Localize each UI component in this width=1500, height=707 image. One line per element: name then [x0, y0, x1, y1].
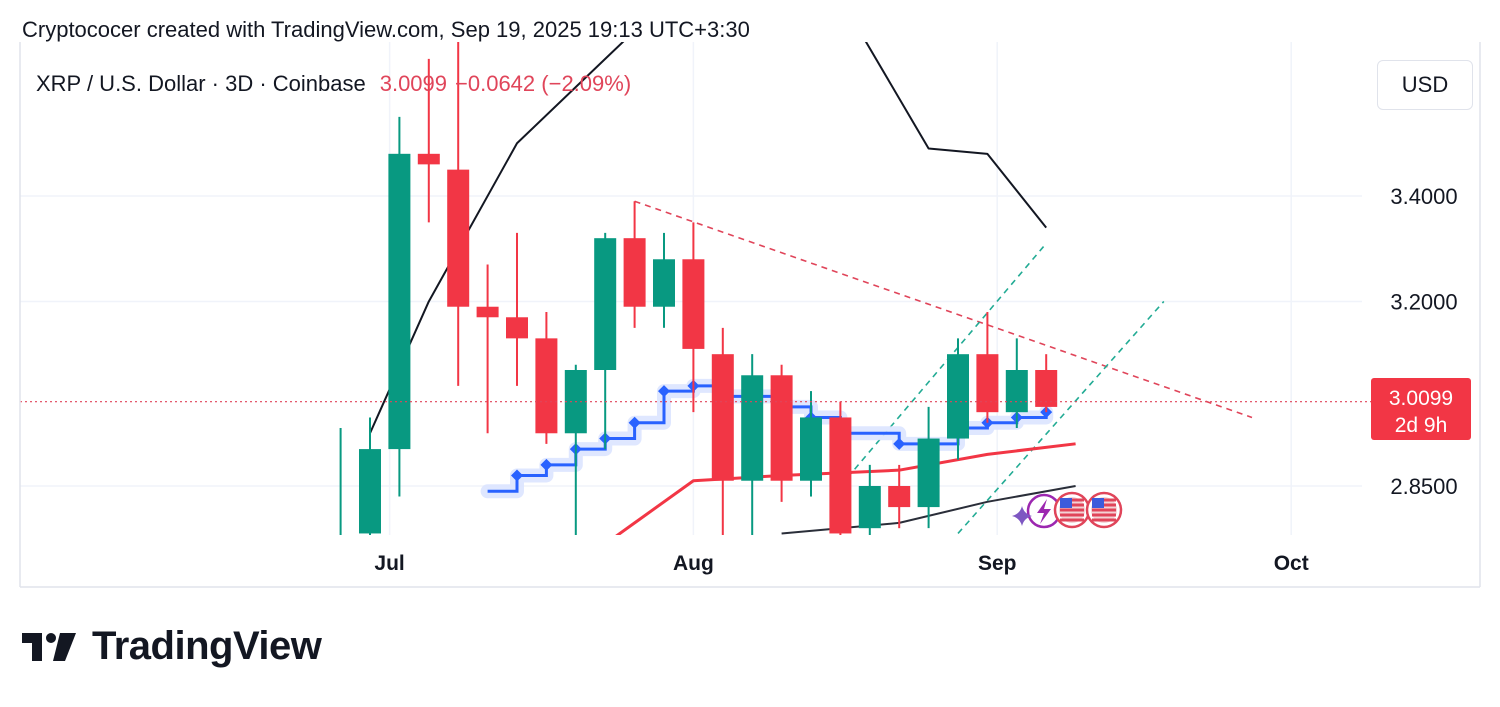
- candle[interactable]: [653, 232, 675, 328]
- event-icons: [1012, 491, 1123, 529]
- currency-button[interactable]: USD: [1377, 60, 1473, 110]
- trendline[interactable]: [957, 300, 1165, 534]
- candle-body: [417, 153, 440, 165]
- candle[interactable]: [330, 428, 352, 618]
- price-tag-price: 3.0099: [1389, 387, 1453, 410]
- tick-labels: 3.4000 3.2000 2.8500 Jul Aug Sep Oct: [374, 184, 1457, 575]
- sparkle-icon: [1012, 506, 1032, 526]
- candle-body: [623, 238, 646, 307]
- trendlines: [634, 200, 1253, 534]
- candle[interactable]: [447, 6, 470, 386]
- symbol-price: 3.0099: [379, 71, 448, 96]
- candle[interactable]: [682, 222, 705, 413]
- candle[interactable]: [476, 264, 499, 434]
- trendline[interactable]: [839, 242, 1047, 487]
- candle[interactable]: [417, 58, 440, 223]
- candle-body: [711, 354, 734, 481]
- candle-body: [770, 375, 793, 481]
- candle-body: [976, 354, 999, 413]
- candle[interactable]: [741, 354, 764, 549]
- indicator-marker: [540, 458, 553, 471]
- x-tick-label: Aug: [673, 552, 714, 575]
- tradingview-logo[interactable]: TradingView: [22, 624, 322, 669]
- x-tick-label: Oct: [1274, 552, 1309, 575]
- candle-body: [741, 375, 764, 481]
- candle-body: [535, 338, 558, 434]
- axes: [19, 42, 1481, 588]
- brand-name: TradingView: [92, 624, 322, 668]
- candle-body: [447, 169, 470, 307]
- tradingview-logo-icon: [22, 632, 76, 661]
- x-tick-label: Jul: [374, 552, 404, 575]
- candle-body: [858, 486, 881, 529]
- price-tag-countdown: 2d 9h: [1395, 414, 1448, 437]
- candle[interactable]: [800, 391, 822, 497]
- candle-body: [888, 486, 911, 508]
- candle[interactable]: [623, 201, 646, 328]
- candle[interactable]: [917, 406, 940, 529]
- price-tag-bg: [1371, 378, 1471, 440]
- indicator-marker: [658, 385, 670, 398]
- candle[interactable]: [947, 338, 969, 460]
- candle-body: [330, 539, 352, 541]
- indicator-marker: [893, 437, 906, 450]
- us-flag-event-icon[interactable]: [1085, 491, 1123, 529]
- candle-body: [682, 259, 705, 349]
- us-flag-event-icon[interactable]: [1053, 491, 1091, 529]
- indicator-marker: [511, 469, 523, 482]
- candle-body: [506, 317, 528, 339]
- symbol-legend[interactable]: XRP / U.S. Dollar · 3D · Coinbase 3.0099−…: [36, 71, 631, 97]
- y-tick-label: 3.4000: [1390, 184, 1457, 209]
- candle[interactable]: [1035, 354, 1058, 413]
- x-tick-label: Sep: [978, 552, 1017, 575]
- indicator-line[interactable]: [369, 0, 1047, 434]
- candle-body: [653, 259, 675, 307]
- symbol-name: XRP / U.S. Dollar · 3D · Coinbase: [36, 71, 366, 96]
- y-tick-label: 2.8500: [1390, 474, 1457, 499]
- candle-body: [594, 238, 617, 370]
- candle[interactable]: [388, 116, 411, 497]
- y-tick-label: 3.2000: [1390, 289, 1457, 314]
- candle[interactable]: [359, 417, 381, 617]
- candle[interactable]: [594, 232, 617, 450]
- candle-body: [1005, 370, 1028, 413]
- symbol-change: −0.0642 (−2.09%): [455, 71, 632, 96]
- indicator-marker: [628, 416, 641, 429]
- candle[interactable]: [976, 312, 999, 423]
- candle[interactable]: [711, 327, 734, 549]
- candle-body: [947, 354, 969, 439]
- candle[interactable]: [506, 232, 528, 386]
- candle[interactable]: [858, 464, 881, 565]
- candle[interactable]: [535, 312, 558, 444]
- candle-body: [388, 153, 411, 450]
- candle-body: [476, 306, 499, 318]
- candle-body: [1035, 370, 1058, 407]
- candle-body: [917, 438, 940, 508]
- candle[interactable]: [829, 401, 852, 539]
- chart-attribution: Cryptococer created with TradingView.com…: [22, 17, 750, 42]
- candle[interactable]: [770, 364, 793, 502]
- currency-label: USD: [1401, 72, 1449, 97]
- candle-body: [800, 417, 822, 481]
- price-tag[interactable]: 3.0099 2d 9h: [1371, 378, 1471, 440]
- candle-body: [829, 417, 852, 534]
- candle[interactable]: [564, 364, 587, 550]
- candle[interactable]: [888, 464, 911, 529]
- candle-body: [359, 449, 381, 534]
